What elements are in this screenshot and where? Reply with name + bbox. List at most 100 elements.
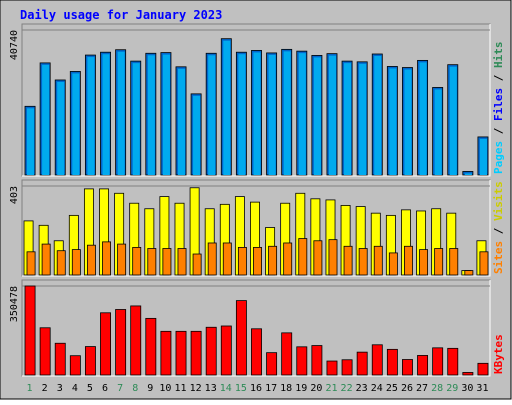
bar-kbytes-day-9 <box>145 317 157 376</box>
bar-kbytes-day-26 <box>402 359 413 376</box>
bar-hits-fill-day-24 <box>374 55 382 175</box>
bar-kbytes-day-24 <box>371 344 383 376</box>
day-label-14: 14 <box>220 383 232 394</box>
bar-sites-day-29 <box>449 248 459 276</box>
day-label-9: 9 <box>147 383 153 394</box>
day-label-4: 4 <box>72 383 78 394</box>
bar-kbytes-day-15 <box>235 300 247 376</box>
bar-kbytes-day-21 <box>326 360 338 376</box>
panel-plot-edge <box>22 24 491 177</box>
bar-hits-fill-day-12 <box>193 95 201 175</box>
bar-kbytes-day-10 <box>160 330 172 376</box>
bar-kbytes-day-12 <box>190 330 202 376</box>
y-max-label: 403 <box>9 186 20 204</box>
bar-hits-fill-day-14 <box>223 40 231 175</box>
day-axis-labels: 1 2 3 4 5 6 7 8 9 10 11 12 13 14 15 16 17 18 19 20 21 22 23 24 2… <box>27 383 489 394</box>
day-label-28: 28 <box>431 383 443 394</box>
side-label-part: KBytes <box>492 334 505 374</box>
bar-sites-day-25 <box>388 252 398 276</box>
bar-sites-day-1 <box>26 251 36 276</box>
bar-kbytes-day-29 <box>447 347 459 376</box>
bar-hits-fill-day-19 <box>298 53 306 175</box>
bar-sites-day-14 <box>222 242 232 276</box>
bar-kbytes-day-1 <box>24 285 36 376</box>
bar-hits-fill-day-31 <box>479 138 487 175</box>
day-label-10: 10 <box>159 383 171 394</box>
day-label-23: 23 <box>356 383 368 394</box>
panel-plot-edge <box>22 280 491 377</box>
bar-hits-fill-day-1 <box>27 108 35 175</box>
bar-hits-fill-day-5 <box>87 57 95 175</box>
chart-panels: 40740 Pages / Files / Hits 403 Sites / Visi… <box>9 23 505 377</box>
bar-hits-fill-day-13 <box>208 55 216 175</box>
bar-sites-day-12 <box>192 253 202 276</box>
bar-sites-day-26 <box>404 245 413 276</box>
bar-sites-day-11 <box>177 248 187 276</box>
bar-hits-fill-day-15 <box>238 54 246 175</box>
bar-kbytes-day-19 <box>296 346 308 376</box>
bar-kbytes-day-14 <box>220 325 232 376</box>
bar-sites-day-13 <box>207 242 217 276</box>
panel-plot-edge <box>22 180 491 277</box>
day-label-27: 27 <box>416 383 428 394</box>
side-label-part: / <box>492 121 505 141</box>
panel-visits-sites: 403 Sites / Visits <box>9 179 505 277</box>
bar-kbytes-day-11 <box>175 330 187 376</box>
bar-sites-day-31 <box>479 251 489 276</box>
bar-sites-day-23 <box>358 248 368 276</box>
bar-sites-day-5 <box>86 244 96 276</box>
bar-sites-day-21 <box>328 239 338 276</box>
bar-sites-day-16 <box>253 246 262 276</box>
bar-sites-day-9 <box>147 248 157 276</box>
y-max-label: 350478 <box>9 286 20 322</box>
chart-title: Daily usage for January 2023 <box>20 8 222 22</box>
day-label-13: 13 <box>205 383 217 394</box>
day-label-3: 3 <box>57 383 63 394</box>
bar-hits-fill-day-25 <box>389 68 397 175</box>
bar-kbytes-day-2 <box>39 327 51 376</box>
day-label-12: 12 <box>190 383 202 394</box>
bar-hits-fill-day-27 <box>419 62 427 175</box>
bar-sites-day-20 <box>313 240 323 276</box>
bar-sites-day-27 <box>419 249 429 276</box>
bar-kbytes-day-25 <box>386 348 398 376</box>
day-label-21: 21 <box>325 383 337 394</box>
bar-kbytes-day-17 <box>266 352 278 376</box>
bar-kbytes-day-8 <box>130 305 142 376</box>
day-label-17: 17 <box>265 383 277 394</box>
bar-kbytes-day-16 <box>251 328 262 376</box>
side-label-part: Files <box>492 88 505 121</box>
day-label-1: 1 <box>27 383 33 394</box>
bar-kbytes-day-3 <box>54 342 66 376</box>
side-label: Sites / Visits <box>492 181 505 274</box>
y-max-label: 40740 <box>9 30 20 60</box>
day-label-30: 30 <box>461 383 473 394</box>
day-label-31: 31 <box>476 383 488 394</box>
side-label-part: Pages <box>492 141 505 174</box>
bar-hits-fill-day-3 <box>57 81 65 175</box>
bar-hits-fill-day-26 <box>404 69 412 175</box>
bar-kbytes-day-4 <box>69 355 81 376</box>
bar-sites-day-17 <box>268 245 278 276</box>
day-label-6: 6 <box>102 383 108 394</box>
bar-kbytes-day-23 <box>356 351 368 376</box>
day-label-7: 7 <box>117 383 123 394</box>
bar-sites-day-10 <box>162 248 172 276</box>
bar-kbytes-day-22 <box>341 359 353 376</box>
bar-hits-fill-day-18 <box>283 51 291 176</box>
bar-sites-day-8 <box>132 246 142 276</box>
bar-hits-fill-day-20 <box>313 57 321 176</box>
bar-kbytes-day-30 <box>462 372 474 376</box>
bar-sites-day-24 <box>373 245 383 276</box>
bar-hits-fill-day-23 <box>359 63 367 176</box>
day-label-11: 11 <box>174 383 186 394</box>
bar-kbytes-day-20 <box>311 345 323 376</box>
bar-hits-fill-day-29 <box>449 66 457 175</box>
bar-kbytes-day-18 <box>281 332 293 376</box>
bar-hits-fill-day-10 <box>162 54 170 175</box>
bar-sites-day-4 <box>71 249 81 276</box>
side-label-part: / <box>492 68 505 88</box>
bar-kbytes-day-13 <box>205 326 217 376</box>
bar-sites-day-6 <box>102 241 111 276</box>
